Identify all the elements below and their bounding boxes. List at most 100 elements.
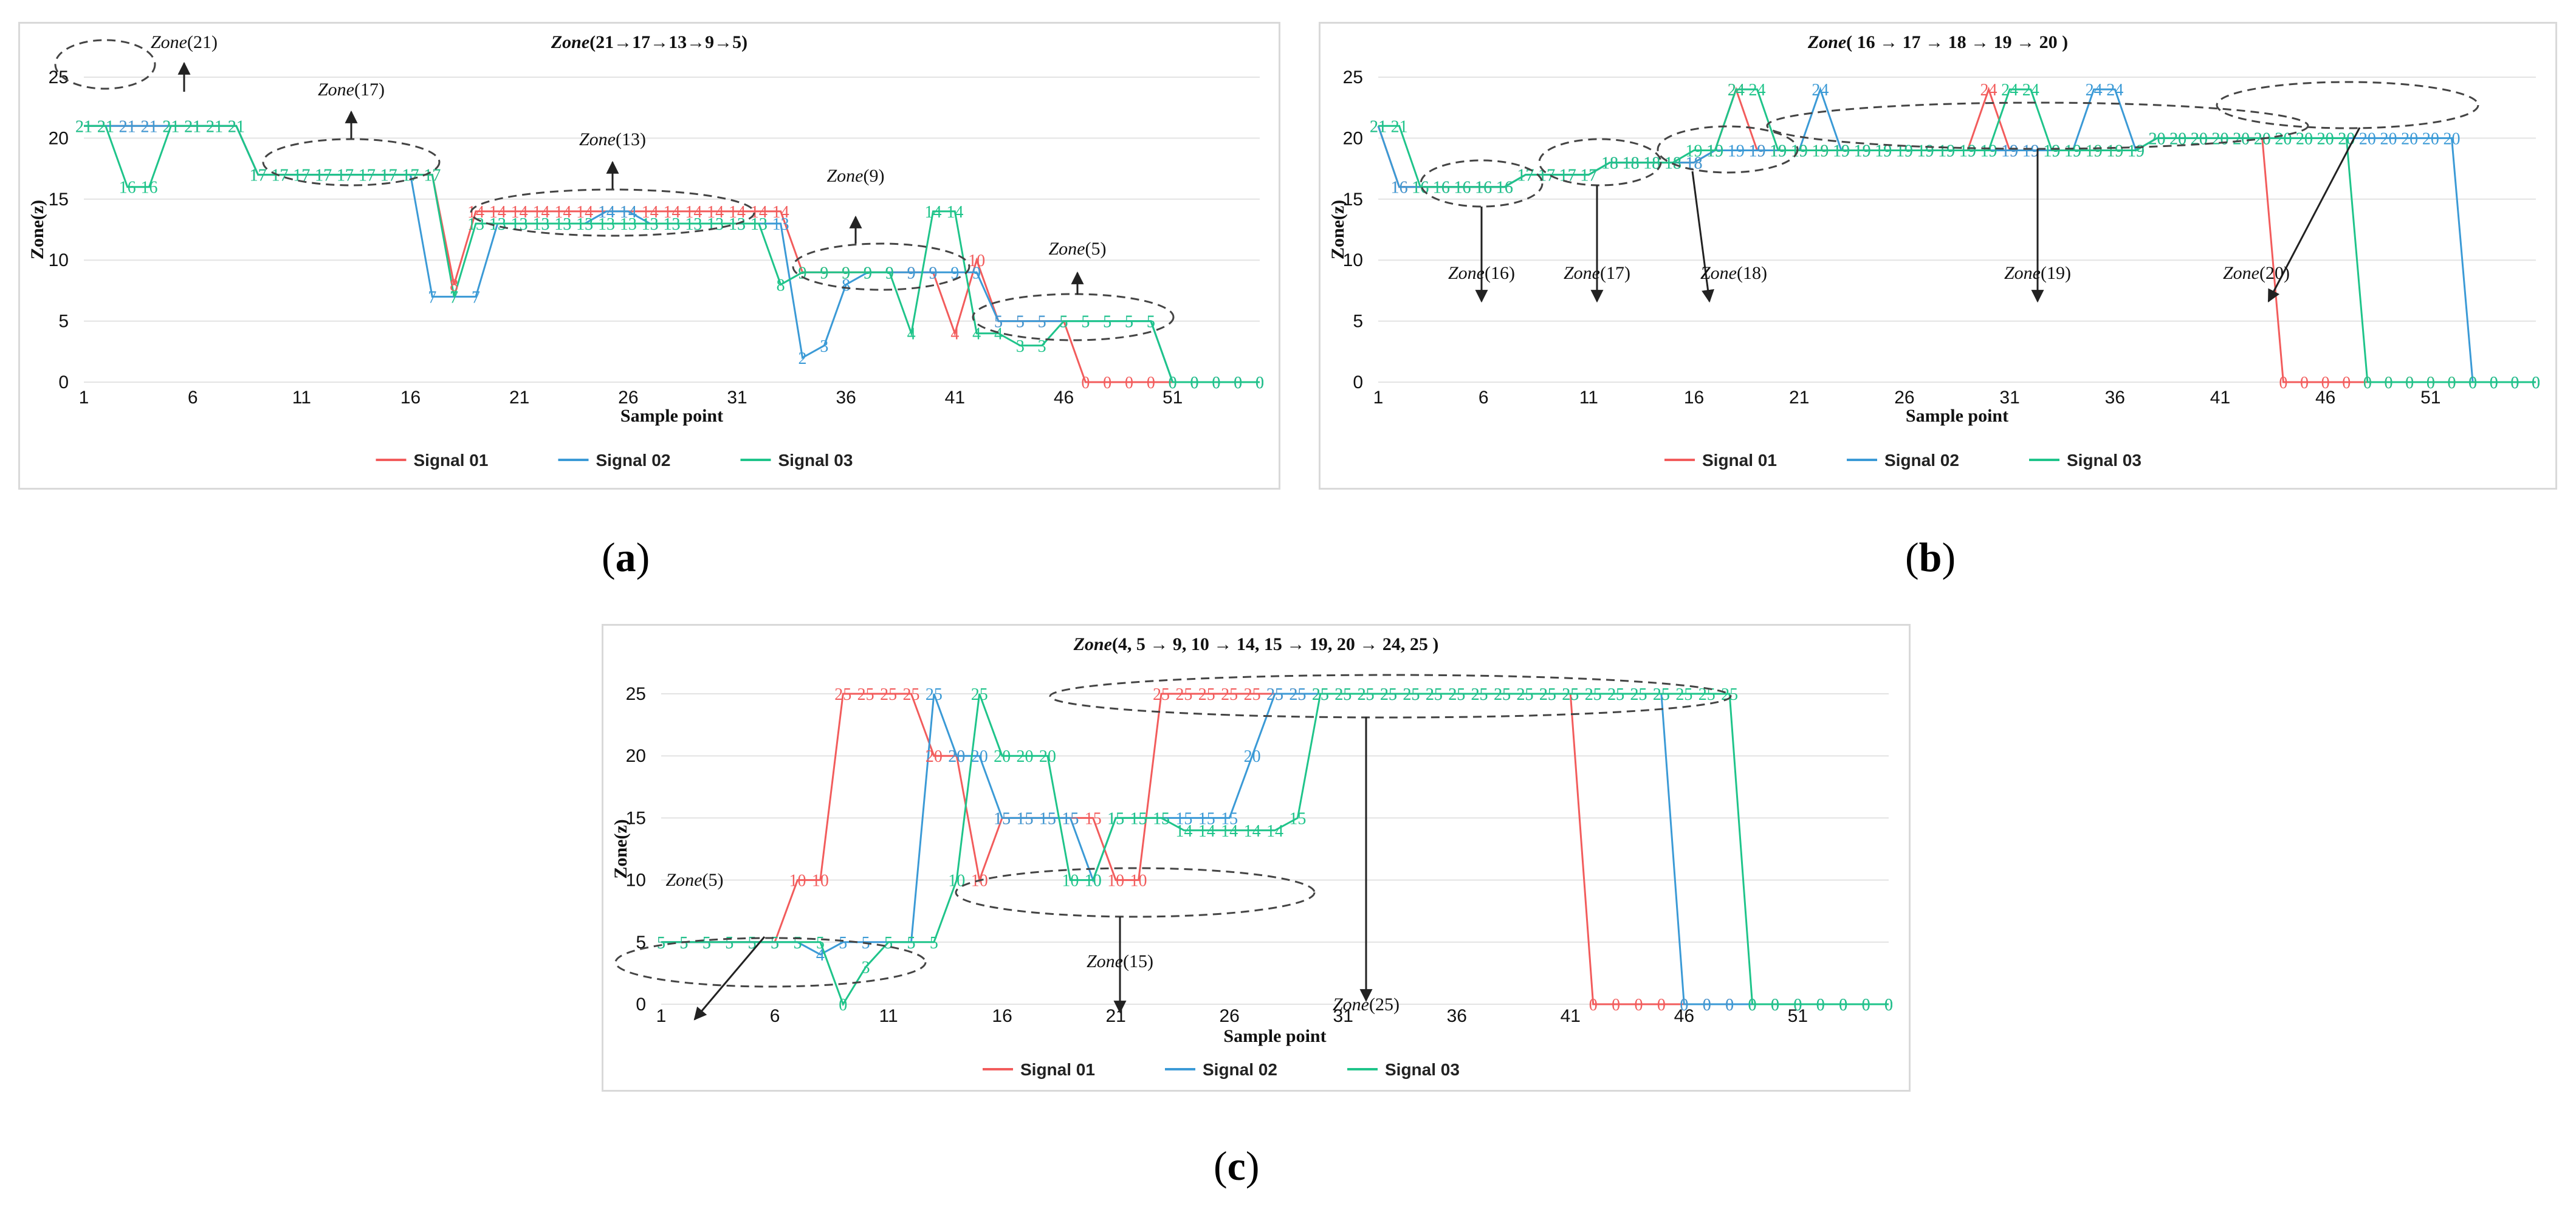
data-label: 25 [1358, 685, 1375, 704]
y-tick-label: 10 [626, 871, 646, 891]
data-label: 14 [685, 203, 702, 222]
data-label: 19 [1833, 142, 1850, 160]
data-label: 19 [2106, 142, 2123, 160]
x-tick-label: 21 [1789, 388, 1809, 408]
data-label: 20 [2211, 129, 2228, 148]
data-label: 19 [2128, 142, 2145, 160]
data-label: 0 [1190, 374, 1199, 392]
data-label: 25 [1516, 685, 1533, 704]
data-label: 25 [1471, 685, 1488, 704]
data-label: 21 [97, 117, 114, 136]
data-label: 16 [1391, 179, 1408, 197]
data-label: 17 [337, 166, 354, 185]
data-label: 5 [1038, 313, 1046, 332]
data-label: 13 [772, 215, 789, 234]
data-label: 0 [2490, 374, 2498, 392]
data-label: 0 [2427, 374, 2435, 392]
data-label: 0 [2300, 374, 2309, 392]
annotation-arrow [1691, 171, 1714, 303]
x-tick-label: 11 [292, 388, 311, 408]
data-label: 25 [1539, 685, 1556, 704]
data-label: 14 [1175, 822, 1192, 841]
data-label: 24 [1980, 81, 1997, 100]
data-label: 10 [1085, 872, 1102, 891]
data-label: 20 [2211, 129, 2228, 148]
data-label: 9 [864, 264, 872, 282]
data-label: 15 [1175, 809, 1192, 828]
data-label: 3 [820, 337, 828, 356]
data-label: 0 [1589, 996, 1598, 1015]
data-label: 20 [2380, 129, 2397, 148]
data-label: 0 [2385, 374, 2393, 392]
data-label: 9 [799, 264, 807, 282]
data-label: 20 [994, 747, 1011, 766]
data-label: 17 [250, 166, 267, 185]
data-label: 25 [1448, 685, 1465, 704]
y-tick-label: 20 [49, 128, 69, 148]
data-label: 15 [1085, 809, 1102, 828]
data-label: 5 [771, 934, 779, 953]
data-label: 24 [2022, 81, 2039, 100]
data-label: 19 [1959, 142, 1976, 160]
data-label: 5 [1016, 313, 1025, 332]
data-label: 17 [272, 166, 289, 185]
data-label: 14 [554, 203, 571, 222]
annotation-prefix: Zone [1049, 239, 1085, 259]
data-label: 0 [1793, 996, 1802, 1015]
annotation-rest: (17) [1600, 263, 1630, 283]
data-label: 25 [834, 685, 851, 704]
x-tick-label: 21 [509, 388, 529, 408]
data-label: 16 [1391, 179, 1408, 197]
data-label: 13 [598, 215, 615, 234]
data-label: 15 [1062, 809, 1079, 828]
data-label: 9 [929, 264, 938, 282]
legend-label: Signal 03 [1385, 1060, 1460, 1079]
data-label: 7 [428, 288, 436, 307]
data-label: 16 [1433, 179, 1450, 197]
data-label: 19 [1770, 142, 1787, 160]
data-label: 14 [925, 203, 942, 222]
data-label: 16 [1454, 179, 1471, 197]
data-label: 0 [2532, 374, 2540, 392]
data-label: 0 [2468, 374, 2477, 392]
data-label: 13 [554, 215, 571, 234]
data-label: 25 [1471, 685, 1488, 704]
data-label: 19 [1833, 142, 1850, 160]
data-label: 13 [511, 215, 528, 234]
data-label: 14 [750, 203, 768, 222]
data-label: 15 [1130, 809, 1147, 828]
data-label: 0 [1862, 996, 1870, 1015]
data-label: 9 [929, 264, 938, 282]
data-label: 25 [1312, 685, 1329, 704]
data-label: 4 [994, 325, 1003, 344]
data-label: 19 [1854, 142, 1871, 160]
data-label: 0 [2363, 374, 2372, 392]
data-label: 5 [657, 934, 665, 953]
data-label: 14 [1244, 822, 1261, 841]
data-label: 5 [1103, 313, 1111, 332]
y-axis-label: Zone(z) [611, 819, 631, 878]
data-label: 10 [1130, 872, 1147, 891]
x-tick-label: 41 [945, 388, 965, 408]
x-tick-label: 36 [2105, 388, 2125, 408]
annotation-prefix: Zone [1087, 951, 1123, 971]
data-label: 5 [907, 934, 915, 953]
x-tick-label: 31 [727, 388, 747, 408]
x-tick-label: 16 [1684, 388, 1704, 408]
data-label: 5 [907, 934, 915, 953]
y-tick-label: 15 [49, 190, 69, 210]
data-label: 25 [1494, 685, 1511, 704]
data-label: 19 [1748, 142, 1765, 160]
annotation-rest: (25) [1369, 995, 1400, 1015]
data-label: 0 [1169, 374, 1177, 392]
data-label: 25 [1426, 685, 1443, 704]
data-label: 21 [1370, 117, 1387, 136]
annotation-arrow [693, 936, 766, 1021]
data-label: 0 [1862, 996, 1870, 1015]
y-tick-label: 0 [1353, 372, 1363, 392]
legend-label: Signal 02 [1203, 1060, 1277, 1079]
legend-label: Signal 01 [1702, 451, 1777, 470]
data-label: 0 [2510, 374, 2519, 392]
